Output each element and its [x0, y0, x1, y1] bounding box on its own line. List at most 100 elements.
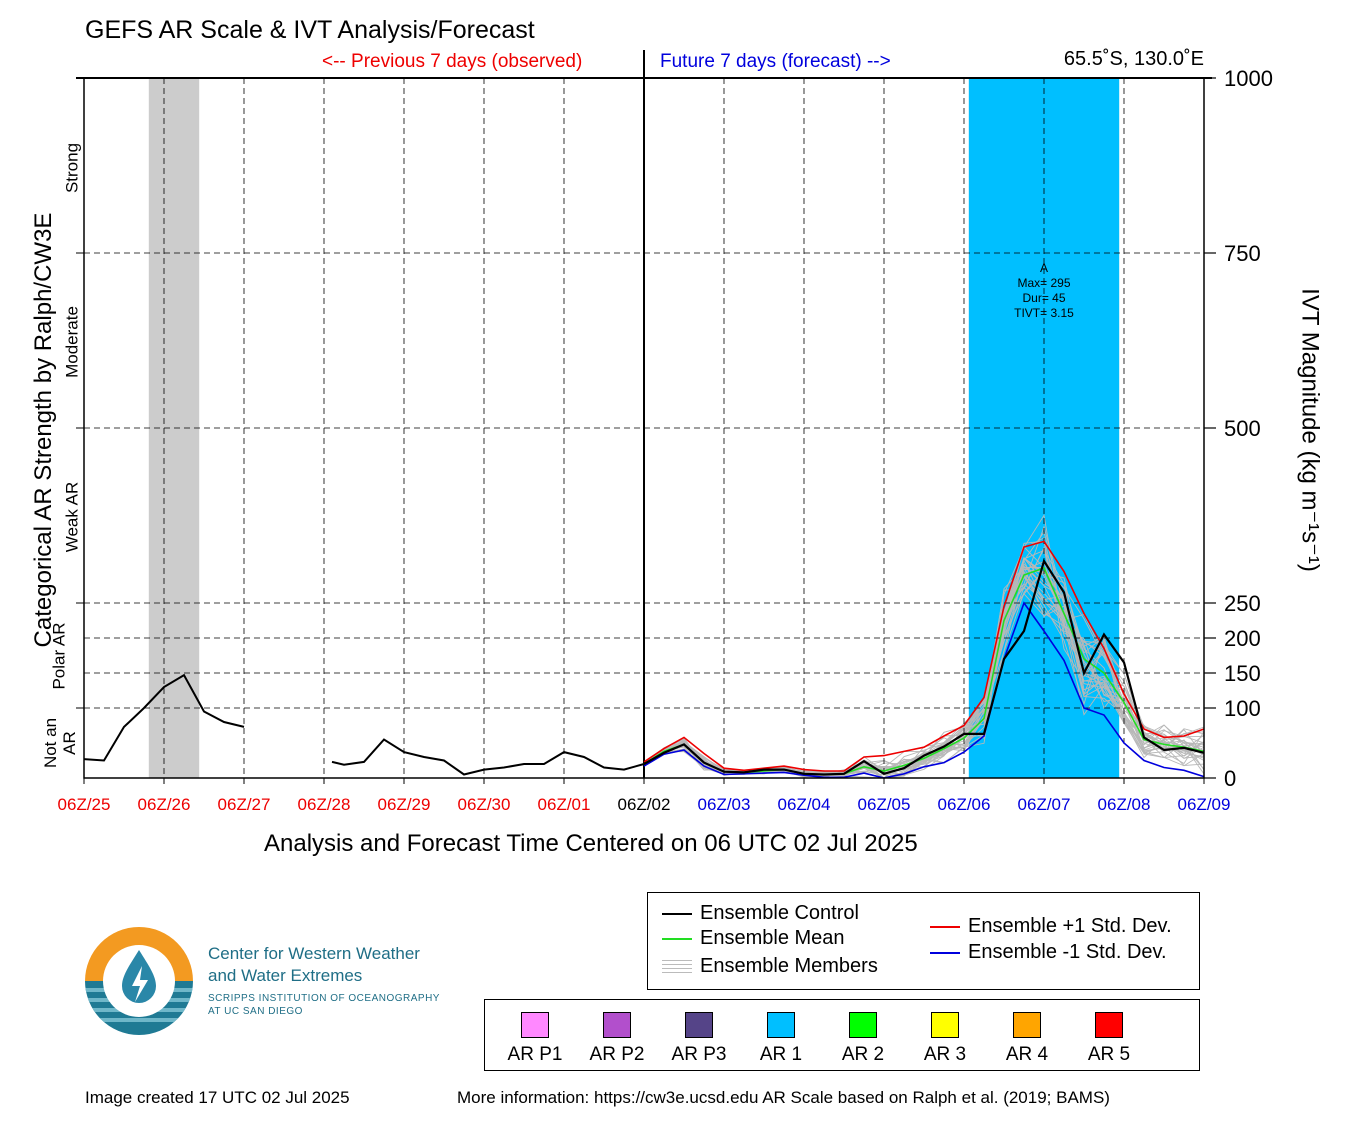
ar-scale-swatch: [767, 1012, 795, 1038]
ar-annotation-line: Dur= 45: [1022, 291, 1065, 305]
ar-scale-swatch: [685, 1012, 713, 1038]
legend-mean-swatch: [662, 937, 692, 940]
ar-scale-label: AR 4: [1005, 1044, 1049, 1065]
ar-scale-label: AR 2: [841, 1044, 885, 1065]
ensemble-member-line: [643, 572, 1205, 777]
x-tick-label: 06Z/09: [1178, 795, 1231, 814]
legend-plus-std-label: Ensemble +1 Std. Dev.: [968, 915, 1172, 937]
x-tick-label: 06Z/29: [378, 795, 431, 814]
ensemble-member-line: [643, 568, 1205, 775]
ensemble-member-line: [643, 565, 1205, 777]
ar-scale-item: AR P1: [495, 1012, 575, 1066]
y-tick-label: 750: [1224, 241, 1261, 266]
legend: Ensemble Control Ensemble Mean Ensemble …: [647, 892, 1200, 990]
series-ensemble-1-std-dev-: [643, 540, 1205, 772]
org-affiliation-line1: SCRIPPS INSTITUTION OF OCEANOGRAPHY: [208, 993, 440, 1004]
category-weak: Weak AR: [62, 481, 82, 553]
ar-scale-swatch: [521, 1012, 549, 1038]
ar-scale-swatch: [849, 1012, 877, 1038]
x-tick-label: 06Z/03: [698, 795, 751, 814]
legend-minus-std: Ensemble -1 Std. Dev.: [930, 941, 1167, 964]
x-tick-label: 06Z/28: [298, 795, 351, 814]
legend-control: Ensemble Control: [662, 902, 859, 925]
x-tick-label: 06Z/30: [458, 795, 511, 814]
ensemble-member-line: [643, 567, 1205, 778]
ar-scale-label: AR P3: [671, 1044, 727, 1065]
category-not-ar: Not an AR: [41, 717, 79, 769]
x-tick-label: 06Z/06: [938, 795, 991, 814]
ensemble-member-line: [643, 563, 1205, 778]
x-tick-label: 06Z/05: [858, 795, 911, 814]
ar-scale-item: AR 4: [987, 1012, 1067, 1066]
org-affiliation-line2: AT UC SAN DIEGO: [208, 1006, 303, 1017]
cw3e-logo-icon: [85, 927, 193, 1035]
ensemble-member-line: [643, 574, 1205, 776]
category-polar: Polar AR: [49, 622, 69, 690]
legend-minus-std-label: Ensemble -1 Std. Dev.: [968, 941, 1167, 963]
x-tick-label: 06Z/08: [1098, 795, 1151, 814]
category-moderate: Moderate: [62, 306, 82, 378]
ar-scale-label: AR 5: [1087, 1044, 1131, 1065]
cw3e-logo: [84, 926, 194, 1036]
x-tick-label: 06Z/27: [218, 795, 271, 814]
ensemble-member-line: [643, 547, 1205, 779]
y-tick-label: 0: [1224, 766, 1236, 791]
ar-scale-item: AR 2: [823, 1012, 903, 1066]
legend-control-swatch: [662, 912, 692, 915]
legend-members-label: Ensemble Members: [700, 955, 878, 977]
legend-plus-std: Ensemble +1 Std. Dev.: [930, 915, 1172, 938]
ensemble-member-line: [643, 525, 1205, 779]
y-tick-label: 150: [1224, 661, 1261, 686]
legend-control-label: Ensemble Control: [700, 902, 859, 924]
org-name-line2: and Water Extremes: [208, 966, 363, 985]
ensemble-member-line: [643, 546, 1205, 778]
x-tick-label: 06Z/01: [538, 795, 591, 814]
y-tick-label: 100: [1224, 696, 1261, 721]
ar-scale-label: AR 1: [759, 1044, 803, 1065]
ar-scale-legend: AR P1 AR P2 AR P3 AR 1 AR 2 AR 3 AR 4 AR 5: [484, 999, 1200, 1071]
legend-mean: Ensemble Mean: [662, 927, 845, 950]
ar-annotation-line: Max= 295: [1017, 276, 1070, 290]
y-tick-label: 1000: [1224, 66, 1273, 91]
observed-ivt-line-1: [331, 738, 645, 776]
x-axis-label: Analysis and Forecast Time Centered on 0…: [264, 830, 918, 857]
observed-ivt-line-0: [83, 673, 245, 762]
ar-scale-swatch: [1013, 1012, 1041, 1038]
ar-scale-swatch: [931, 1012, 959, 1038]
x-tick-label: 06Z/07: [1018, 795, 1071, 814]
ar-annotation-line: TIVT= 3.15: [1014, 306, 1074, 320]
x-tick-label: 06Z/25: [58, 795, 111, 814]
ar-scale-item: AR 3: [905, 1012, 985, 1066]
ar-scale-item: AR 5: [1069, 1012, 1149, 1066]
legend-plus-std-swatch: [930, 925, 960, 928]
legend-minus-std-swatch: [930, 951, 960, 954]
legend-members: Ensemble Members: [662, 955, 878, 978]
y-tick-label: 250: [1224, 591, 1261, 616]
chart-title: GEFS AR Scale & IVT Analysis/Forecast: [85, 16, 535, 44]
ensemble-member-line: [643, 573, 1205, 777]
x-tick-label: 06Z/26: [138, 795, 191, 814]
ar-scale-item: AR 1: [741, 1012, 821, 1066]
ensemble-member-line: [643, 549, 1205, 777]
ensemble-member-line: [643, 570, 1205, 777]
ar-scale-label: AR P2: [589, 1044, 645, 1065]
ar-scale-label: AR P1: [507, 1044, 563, 1065]
future-period-label: Future 7 days (forecast) -->: [660, 51, 891, 72]
ensemble-member-line: [643, 565, 1205, 779]
ar-scale-swatch: [603, 1012, 631, 1038]
ar-scale-label: AR 3: [923, 1044, 967, 1065]
location-label: 65.5˚S, 130.0˚E: [1063, 48, 1204, 70]
legend-members-swatch: [662, 960, 692, 973]
ar-annotation-line: A: [1040, 261, 1048, 275]
ar-scale-item: AR P3: [659, 1012, 739, 1066]
ensemble-member-line: [643, 557, 1205, 777]
x-tick-label: 06Z/02: [618, 795, 671, 814]
y-axis-label-left: Categorical AR Strength by Ralph/CW3E: [30, 212, 57, 648]
more-info-text: More information: https://cw3e.ucsd.edu …: [457, 1088, 1110, 1107]
series-ensemble-control: [643, 558, 1205, 776]
series-ensemble-mean: [643, 567, 1205, 776]
previous-period-label: <-- Previous 7 days (observed): [322, 51, 583, 72]
legend-mean-label: Ensemble Mean: [700, 927, 845, 949]
ensemble-member-line: [643, 546, 1205, 777]
